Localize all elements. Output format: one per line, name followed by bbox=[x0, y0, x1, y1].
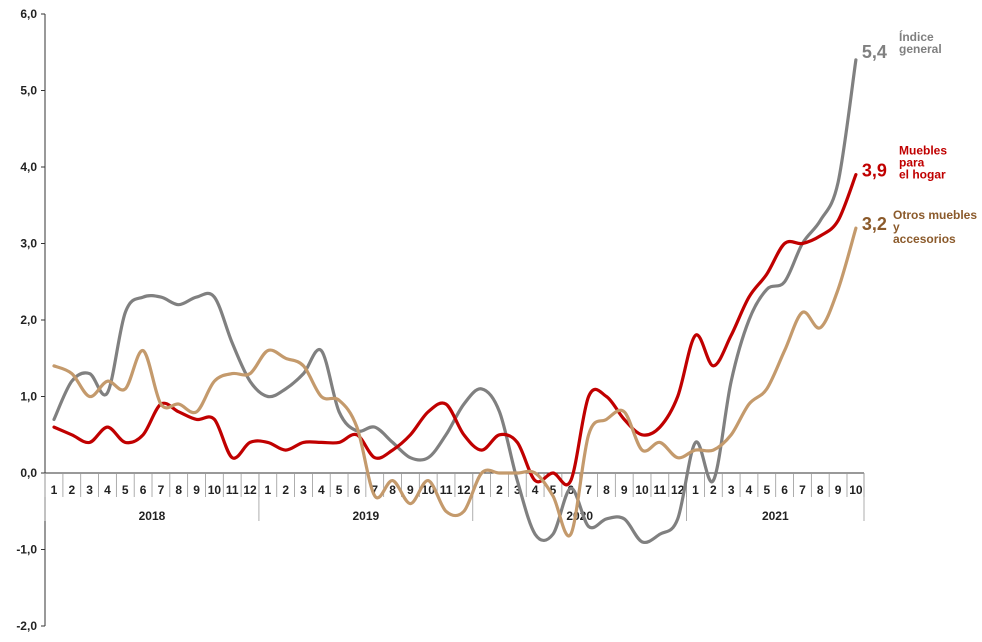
series-name-hogar: el hogar bbox=[899, 168, 946, 182]
x-tick-label: 12 bbox=[457, 483, 471, 497]
year-label: 2020 bbox=[566, 509, 593, 523]
x-tick-label: 10 bbox=[635, 483, 649, 497]
y-tick-label: -1,0 bbox=[16, 543, 37, 557]
x-tick-label: 9 bbox=[835, 483, 842, 497]
y-tick-label: 5,0 bbox=[20, 84, 37, 98]
x-tick-label: 5 bbox=[336, 483, 343, 497]
y-tick-label: 1,0 bbox=[20, 390, 37, 404]
x-tick-label: 7 bbox=[158, 483, 165, 497]
series-line-general bbox=[52, 58, 858, 545]
x-tick-label: 4 bbox=[318, 483, 325, 497]
x-tick-label: 7 bbox=[585, 483, 592, 497]
y-tick-label: 6,0 bbox=[20, 7, 37, 21]
x-tick-label: 5 bbox=[763, 483, 770, 497]
end-value-general: 5,4 bbox=[862, 42, 887, 62]
x-tick-label: 5 bbox=[550, 483, 557, 497]
x-tick-label: 2 bbox=[496, 483, 503, 497]
x-tick-label: 4 bbox=[104, 483, 111, 497]
series-lines bbox=[52, 58, 858, 545]
series-name-general: Índice bbox=[899, 29, 934, 44]
x-tick-label: 1 bbox=[51, 483, 58, 497]
x-tick-label: 1 bbox=[692, 483, 699, 497]
x-tick-label: 6 bbox=[354, 483, 361, 497]
x-tick-label: 3 bbox=[514, 483, 521, 497]
x-tick-label: 4 bbox=[746, 483, 753, 497]
year-label: 2021 bbox=[762, 509, 789, 523]
x-tick-label: 8 bbox=[389, 483, 396, 497]
series-name-otros: accesorios bbox=[893, 232, 956, 246]
end-value-otros: 3,2 bbox=[862, 214, 887, 234]
x-tick-label: 7 bbox=[799, 483, 806, 497]
x-tick-label: 12 bbox=[671, 483, 685, 497]
y-tick-label: 4,0 bbox=[20, 160, 37, 174]
x-tick-label: 3 bbox=[86, 483, 93, 497]
x-tick-label: 3 bbox=[728, 483, 735, 497]
x-tick-label: 8 bbox=[175, 483, 182, 497]
x-tick-label: 3 bbox=[300, 483, 307, 497]
y-tick-label: 2,0 bbox=[20, 313, 37, 327]
x-tick-label: 7 bbox=[371, 483, 378, 497]
x-tick-label: 11 bbox=[226, 483, 239, 497]
x-tick-label: 6 bbox=[140, 483, 147, 497]
series-line-otros bbox=[52, 226, 858, 538]
x-tick-label: 12 bbox=[243, 483, 257, 497]
x-tick-label: 9 bbox=[407, 483, 414, 497]
series-name-hogar: para bbox=[899, 156, 925, 170]
x-tick-label: 2 bbox=[68, 483, 75, 497]
x-tick-label: 1 bbox=[264, 483, 271, 497]
x-tick-label: 11 bbox=[440, 483, 453, 497]
y-tick-label: 3,0 bbox=[20, 237, 37, 251]
axes: -2,0-1,00,01,02,03,04,05,06,01 2 3 4 5 6 7 8 9 10… bbox=[16, 7, 865, 633]
series-name-hogar: Muebles bbox=[899, 144, 947, 158]
x-tick-label: 2 bbox=[282, 483, 289, 497]
x-tick-label: 5 bbox=[122, 483, 129, 497]
series-line-hogar bbox=[52, 173, 858, 487]
x-tick-label: 11 bbox=[654, 483, 667, 497]
y-tick-label: 0,0 bbox=[20, 466, 37, 480]
x-tick-label: 8 bbox=[817, 483, 824, 497]
x-tick-label: 4 bbox=[532, 483, 539, 497]
series-name-otros: Otros muebles bbox=[893, 208, 977, 222]
y-tick-label: -2,0 bbox=[16, 619, 37, 633]
x-tick-label: 8 bbox=[603, 483, 610, 497]
x-tick-label: 1 bbox=[478, 483, 485, 497]
x-tick-label: 2 bbox=[710, 483, 717, 497]
x-tick-label: 9 bbox=[193, 483, 200, 497]
end-value-hogar: 3,9 bbox=[862, 161, 887, 181]
x-tick-label: 9 bbox=[621, 483, 628, 497]
year-label: 2018 bbox=[139, 509, 166, 523]
year-label: 2019 bbox=[352, 509, 379, 523]
x-tick-label: 10 bbox=[849, 483, 863, 497]
x-tick-label: 6 bbox=[567, 483, 574, 497]
x-tick-label: 6 bbox=[781, 483, 788, 497]
series-name-general: general bbox=[899, 42, 942, 56]
x-tick-label: 10 bbox=[208, 483, 222, 497]
series-name-otros: y bbox=[893, 220, 900, 234]
